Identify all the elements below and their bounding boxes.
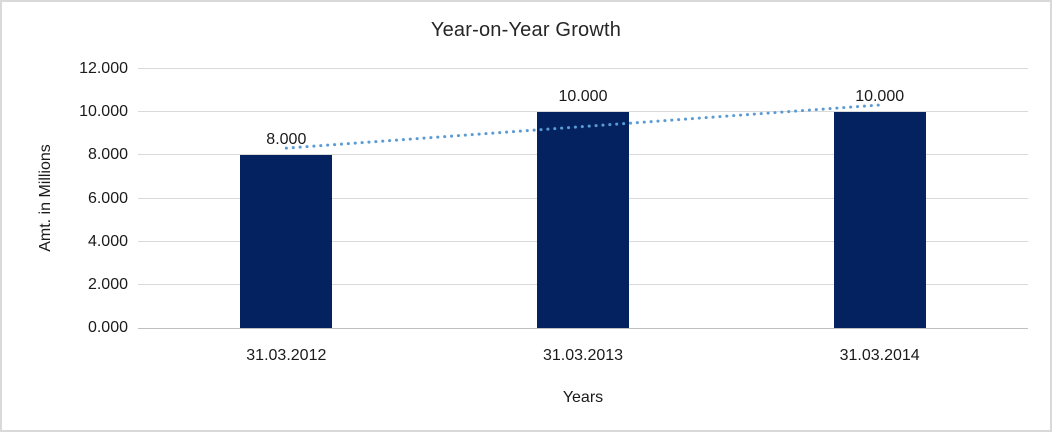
- y-tick-label: 8.000: [87, 146, 128, 164]
- chart-title: Year-on-Year Growth: [430, 19, 622, 41]
- y-tick-label: 10.000: [79, 103, 128, 121]
- y-tick-label: 12.000: [79, 60, 128, 77]
- trendline: [284, 103, 882, 150]
- bar-31.03.2012: [240, 155, 333, 328]
- y-tick-label: 6.000: [87, 189, 128, 207]
- bar-value-label: 8.000: [266, 131, 307, 149]
- bar-31.03.2014: [833, 112, 926, 328]
- y-tick-label: 4.000: [87, 232, 128, 250]
- x-tick-label: 31.03.2014: [839, 347, 920, 364]
- x-axis-line: [138, 328, 1028, 329]
- y-tick-label: 2.000: [87, 275, 128, 293]
- x-axis-title: Years: [562, 389, 604, 406]
- y-tick-label: 0.000: [87, 319, 128, 336]
- bar-31.03.2013: [537, 112, 629, 328]
- x-tick-label: 31.03.2013: [542, 347, 624, 364]
- bar-value-label: 10.000: [558, 88, 608, 106]
- x-tick-label: 31.03.2012: [246, 347, 327, 364]
- bar-value-label: 10.000: [855, 88, 905, 106]
- plot-area: 8.000 10.000 10.000: [138, 68, 1028, 329]
- gridline: [138, 111, 1028, 113]
- gridline: [138, 68, 1028, 69]
